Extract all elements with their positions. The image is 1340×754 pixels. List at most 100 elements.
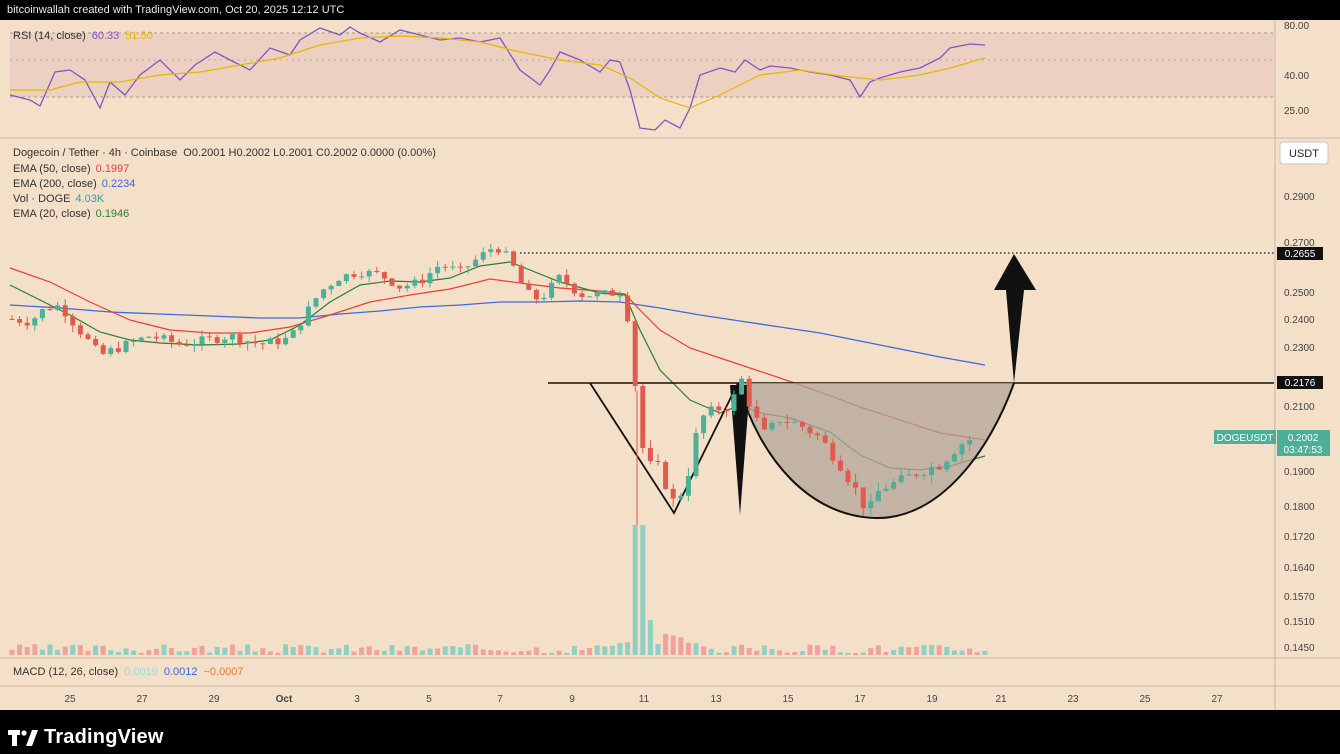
volume-bar: [951, 650, 957, 655]
candle-body: [731, 394, 737, 411]
volume-bar: [883, 651, 889, 655]
volume-bar: [290, 647, 296, 655]
candle-body: [442, 266, 448, 268]
candle-body: [678, 495, 684, 499]
candle-body: [184, 344, 190, 346]
rsi-label: RSI (14, close) 60.33 51.50: [13, 30, 153, 42]
volume-bar: [450, 646, 456, 655]
candle-body: [55, 305, 61, 310]
attribution-text: bitcoinwallah created with TradingView.c…: [7, 4, 345, 16]
candle-body: [792, 422, 798, 424]
volume-bar: [739, 644, 745, 655]
volume-bar: [260, 648, 266, 655]
volume-bar: [670, 635, 676, 655]
volume-bar: [17, 644, 23, 655]
candle-body: [632, 321, 638, 386]
candle-body: [9, 319, 15, 320]
volume-bar: [640, 525, 646, 655]
volume-bar: [754, 650, 760, 655]
candle-body: [457, 266, 463, 268]
volume-bar: [435, 648, 441, 655]
countdown-label: 03:47:53: [1284, 445, 1323, 456]
candle-body: [343, 274, 349, 282]
candle-body: [571, 283, 577, 294]
volume-bar: [9, 650, 15, 655]
volume-bar: [488, 650, 494, 655]
volume-bar: [503, 651, 509, 655]
volume-bar: [24, 647, 30, 655]
candle-body: [138, 337, 144, 341]
brand[interactable]: TradingView: [8, 726, 164, 749]
rsi-tick: 25.00: [1284, 106, 1309, 117]
candle-body: [419, 279, 425, 284]
volume-bar: [62, 646, 68, 655]
volume-bar: [647, 620, 653, 655]
spike-shape: [730, 385, 750, 515]
price-ticks: 0.2900 0.2700 0.2500 0.2400 0.2300 0.2100 0.19…: [1284, 192, 1315, 654]
time-tick: 7: [497, 694, 503, 705]
candle-body: [754, 406, 760, 418]
candle-body: [229, 334, 235, 340]
candle-body: [655, 461, 661, 463]
volume-bar: [237, 650, 243, 655]
candle-body: [17, 319, 23, 323]
candle-body: [936, 466, 942, 470]
time-tick: 27: [1211, 694, 1223, 705]
volume-bar: [275, 652, 281, 655]
volume-bar: [267, 651, 273, 655]
candle-body: [913, 474, 919, 477]
time-tick: 25: [1139, 694, 1151, 705]
volume-bar: [207, 652, 213, 655]
volume-bar: [967, 648, 973, 655]
candle-body: [602, 290, 608, 293]
volume-bar: [321, 652, 327, 655]
candle-body: [427, 273, 433, 284]
volume-bar: [153, 648, 159, 655]
chart-svg[interactable]: 0.2900 0.2700 0.2500 0.2400 0.2300 0.2100 0.19…: [0, 20, 1340, 710]
time-tick: 5: [426, 694, 432, 705]
candle-body: [450, 266, 456, 268]
candle-body: [594, 292, 600, 297]
unit-label: USDT: [1289, 148, 1319, 160]
price-marker: [1277, 430, 1330, 456]
volume-bar: [655, 644, 661, 655]
candle-body: [951, 454, 957, 462]
volume-bar: [959, 650, 965, 655]
candle-body: [290, 330, 296, 338]
volume-bar: [815, 645, 821, 655]
candle-body: [784, 421, 790, 423]
candle-body: [85, 334, 91, 339]
volume-bar: [419, 650, 425, 655]
volume-bar: [85, 650, 91, 655]
volume-bar: [427, 648, 433, 655]
target-marker-label: 0.2655: [1285, 249, 1316, 260]
volume-bar: [777, 650, 783, 655]
price-tick: 0.1570: [1284, 592, 1315, 603]
candle-body: [70, 316, 76, 326]
candle-body: [860, 487, 866, 509]
candle-body: [161, 335, 167, 339]
volume-bar: [146, 650, 152, 655]
candle-body: [237, 334, 243, 344]
volume-bar: [374, 650, 380, 655]
candle-body: [739, 378, 745, 395]
candle-body: [769, 422, 775, 430]
volume-bar: [685, 642, 691, 655]
volume-bar: [891, 649, 897, 655]
cup-curve: [737, 382, 1015, 520]
volume-bar: [602, 646, 608, 655]
candle-body: [321, 289, 327, 299]
candle-body: [207, 336, 213, 338]
volume-bar: [564, 652, 570, 655]
price-tick: 0.1450: [1284, 643, 1315, 654]
volume-bar: [115, 652, 121, 655]
volume-bar: [252, 651, 258, 655]
chart-frame: 0.2900 0.2700 0.2500 0.2400 0.2300 0.2100 0.19…: [0, 20, 1340, 710]
candle-body: [822, 435, 828, 443]
volume-bar: [716, 652, 722, 655]
candle-body: [617, 295, 623, 297]
candle-body: [495, 249, 501, 253]
candle-body: [191, 344, 197, 346]
volume-bar: [609, 645, 615, 655]
unit-box[interactable]: [1279, 141, 1329, 165]
